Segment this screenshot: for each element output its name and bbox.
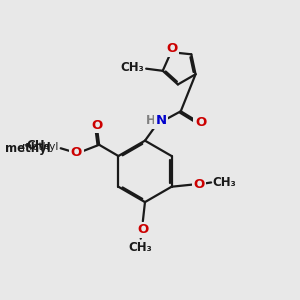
- Text: CH₃: CH₃: [129, 241, 153, 254]
- Text: methyl: methyl: [22, 142, 58, 152]
- Text: methyl: methyl: [5, 142, 50, 155]
- Text: CH₃: CH₃: [27, 139, 50, 152]
- Text: CH₃: CH₃: [120, 61, 144, 74]
- Text: O: O: [166, 42, 177, 55]
- Text: O: O: [137, 224, 148, 236]
- Text: O: O: [195, 116, 206, 129]
- Text: O: O: [92, 118, 103, 131]
- Text: CH₃: CH₃: [212, 176, 236, 189]
- Text: O: O: [71, 146, 82, 159]
- Text: N: N: [155, 114, 167, 127]
- Text: H: H: [146, 114, 155, 127]
- Text: O: O: [194, 178, 205, 191]
